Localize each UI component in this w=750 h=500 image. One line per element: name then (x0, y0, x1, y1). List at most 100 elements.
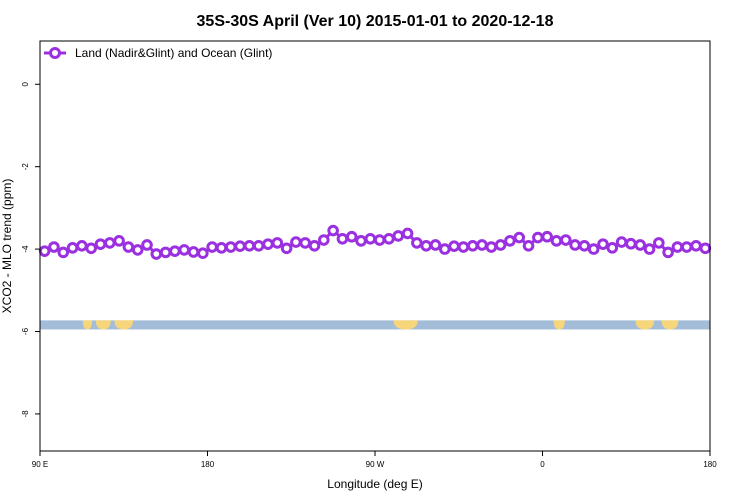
data-point (364, 232, 377, 245)
data-point (625, 237, 637, 250)
data-point (169, 245, 181, 257)
chart-title: 35S-30S April (Ver 10) 2015-01-01 to 202… (197, 13, 554, 30)
data-point (85, 242, 97, 255)
data-point (420, 239, 432, 252)
data-point (215, 242, 228, 254)
data-point (597, 238, 609, 250)
data-point (131, 244, 144, 256)
data-point (699, 242, 712, 255)
land-segment (661, 320, 679, 330)
data-point (280, 242, 293, 255)
land-segment (635, 320, 655, 330)
y-tick-label: -4 (21, 245, 30, 253)
data-point (57, 246, 70, 259)
data-point (66, 242, 79, 254)
data-point (690, 239, 702, 252)
data-point (457, 241, 470, 253)
data-point (187, 246, 200, 258)
data-point (653, 237, 665, 249)
x-tick-label: 180 (201, 460, 215, 469)
data-point (671, 241, 684, 253)
data-point (141, 239, 153, 251)
y-tick-label: 0 (21, 81, 30, 86)
data-point (559, 234, 572, 246)
data-point (76, 239, 88, 252)
x-tick-label: 90 E (32, 460, 48, 469)
x-axis: 90 E 180 90 W 0 180 (32, 451, 717, 469)
data-point (345, 230, 358, 243)
data-point (606, 242, 619, 254)
data-point (150, 248, 163, 260)
data-point (485, 241, 498, 253)
data-point (569, 239, 581, 251)
y-tick-label: -2 (21, 163, 30, 171)
data-point (243, 239, 256, 252)
data-point (336, 232, 349, 245)
land-segment (95, 320, 111, 330)
data-point (197, 247, 209, 260)
land-segment (393, 320, 418, 330)
data-point (252, 239, 265, 252)
data-point (94, 238, 107, 250)
data-point (262, 238, 274, 250)
data-point (318, 234, 330, 246)
x-tick-label: 0 (540, 460, 545, 469)
data-point (383, 232, 395, 245)
data-point (224, 241, 237, 253)
data-point (494, 239, 507, 251)
data-point (48, 241, 60, 253)
data-point (290, 236, 302, 248)
data-point (587, 243, 600, 255)
y-tick-label: -8 (21, 410, 30, 418)
land-segment (82, 320, 93, 330)
data-point (513, 231, 526, 244)
data-point (392, 230, 405, 242)
data-point (113, 235, 125, 247)
data-point (234, 240, 246, 253)
y-axis-label: XCO2 - MLO trend (ppm) (0, 179, 14, 314)
data-point (411, 237, 423, 249)
data-point (550, 235, 563, 247)
data-point (522, 239, 535, 252)
y-axis: 0 -2 -4 -6 -8 (21, 81, 40, 417)
data-point (429, 239, 442, 251)
data-point (438, 243, 451, 255)
data-point (615, 236, 628, 248)
data-point (206, 241, 218, 253)
ocean-band (40, 320, 710, 330)
data-point (103, 237, 116, 249)
data-point (448, 240, 460, 253)
data-point (643, 243, 656, 255)
data-point (578, 239, 591, 252)
data-point (122, 241, 135, 253)
data-point (634, 239, 647, 251)
land-segment (114, 320, 134, 330)
data-point (532, 231, 544, 244)
data-point (159, 246, 172, 259)
land-segment (553, 320, 565, 330)
x-axis-label: Longitude (deg E) (327, 477, 422, 491)
x-tick-label: 90 W (366, 460, 385, 469)
y-tick-label: -6 (21, 327, 30, 335)
data-point (38, 245, 51, 257)
legend-series-label: Land (Nadir&Glint) and Ocean (Glint) (75, 46, 272, 60)
data-point (466, 239, 479, 252)
legend: Land (Nadir&Glint) and Ocean (Glint) (44, 46, 272, 60)
x-tick-label: 180 (703, 460, 717, 469)
data-point (271, 237, 284, 249)
data-point (355, 235, 367, 247)
series-layer (38, 224, 712, 260)
data-point (541, 230, 553, 243)
data-point (299, 237, 312, 249)
data-point (662, 246, 674, 259)
data-point (476, 239, 488, 251)
data-point (504, 235, 516, 247)
data-point (178, 244, 191, 256)
land-ocean-strip (40, 320, 710, 330)
data-point (327, 224, 339, 237)
legend-marker-swatch (49, 47, 61, 59)
data-point (401, 227, 414, 240)
data-point (308, 239, 321, 252)
data-point (680, 241, 693, 253)
